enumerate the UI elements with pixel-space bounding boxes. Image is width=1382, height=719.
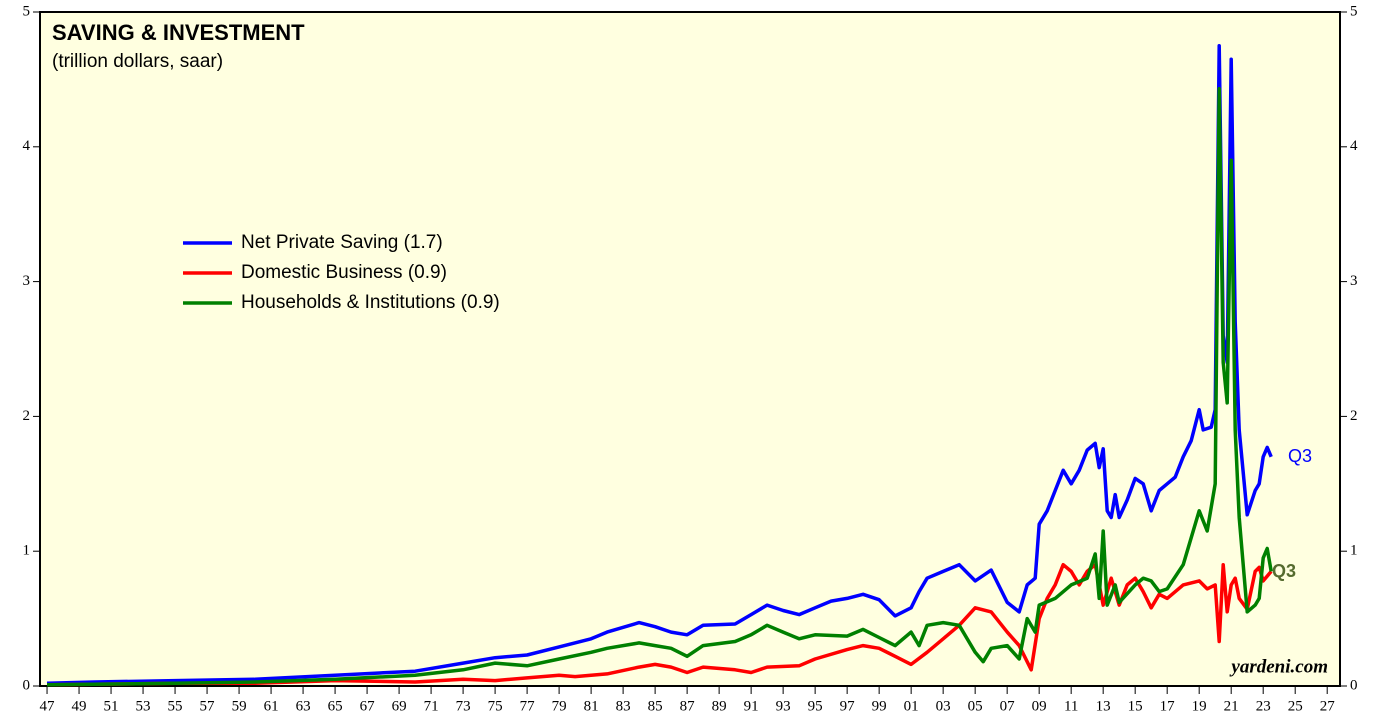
x-tick-label: 99 — [872, 698, 887, 714]
y2-tick-label: 0 — [1350, 677, 1358, 693]
x-tick-label: 27 — [1320, 698, 1336, 714]
x-tick-label: 09 — [1032, 698, 1047, 714]
x-tick-label: 95 — [808, 698, 823, 714]
x-tick-label: 53 — [136, 698, 151, 714]
x-tick-label: 21 — [1224, 698, 1239, 714]
x-tick-label: 97 — [840, 698, 856, 714]
chart-title: SAVING & INVESTMENT — [52, 20, 305, 45]
x-tick-label: 77 — [520, 698, 536, 714]
x-tick-label: 67 — [360, 698, 376, 714]
x-tick-label: 75 — [488, 698, 503, 714]
x-tick-label: 51 — [104, 698, 119, 714]
plot-area — [39, 11, 1341, 687]
series-line — [46, 87, 1273, 687]
y-tick-label: 1 — [23, 543, 31, 559]
y-tick-label: 0 — [23, 677, 31, 693]
source: yardeni.com — [1229, 656, 1328, 677]
legend-label: Domestic Business (0.9) — [241, 262, 447, 283]
x-tick-label: 49 — [72, 698, 87, 714]
x-tick-label: 11 — [1064, 698, 1078, 714]
x-tick-label: 73 — [456, 698, 471, 714]
series-line — [46, 43, 1273, 686]
chart-subtitle: (trillion dollars, saar) — [52, 51, 223, 72]
x-tick-label: 15 — [1128, 698, 1143, 714]
annotation: Q3 — [1288, 446, 1312, 466]
x-tick-label: 59 — [232, 698, 247, 714]
x-tick-label: 63 — [296, 698, 311, 714]
y-tick-label: 2 — [23, 408, 31, 424]
legend-label: Households & Institutions (0.9) — [241, 292, 500, 313]
y-tick-label: 5 — [23, 3, 31, 19]
x-tick-label: 79 — [552, 698, 567, 714]
y2-tick-label: 2 — [1350, 408, 1358, 424]
x-tick-label: 03 — [936, 698, 951, 714]
x-tick-label: 07 — [1000, 698, 1016, 714]
x-tick-label: 81 — [584, 698, 599, 714]
legend-label: Net Private Saving (1.7) — [241, 232, 443, 253]
x-tick-label: 87 — [680, 698, 696, 714]
x-tick-label: 71 — [424, 698, 439, 714]
x-tick-label: 17 — [1160, 698, 1176, 714]
x-tick-label: 93 — [776, 698, 791, 714]
x-tick-label: 85 — [648, 698, 663, 714]
series-line — [46, 562, 1273, 687]
x-tick-label: 23 — [1256, 698, 1271, 714]
x-tick-label: 25 — [1288, 698, 1303, 714]
x-tick-label: 89 — [712, 698, 727, 714]
x-tick-label: 05 — [968, 698, 983, 714]
y2-tick-label: 5 — [1350, 3, 1358, 19]
x-tick-label: 65 — [328, 698, 343, 714]
x-tick-label: 13 — [1096, 698, 1111, 714]
y2-tick-label: 3 — [1350, 273, 1358, 289]
x-tick-label: 47 — [40, 698, 56, 714]
x-tick-label: 69 — [392, 698, 407, 714]
y2-tick-label: 1 — [1350, 543, 1358, 559]
y-tick-label: 3 — [23, 273, 31, 289]
x-tick-label: 61 — [264, 698, 279, 714]
y2-tick-label: 4 — [1350, 138, 1358, 154]
x-tick-label: 01 — [904, 698, 919, 714]
x-tick-label: 91 — [744, 698, 759, 714]
y-tick-label: 4 — [23, 138, 31, 154]
annotation: Q3 — [1272, 561, 1296, 581]
x-tick-label: 83 — [616, 698, 631, 714]
x-tick-label: 19 — [1192, 698, 1207, 714]
x-tick-label: 57 — [200, 698, 216, 714]
x-tick-label: 55 — [168, 698, 183, 714]
